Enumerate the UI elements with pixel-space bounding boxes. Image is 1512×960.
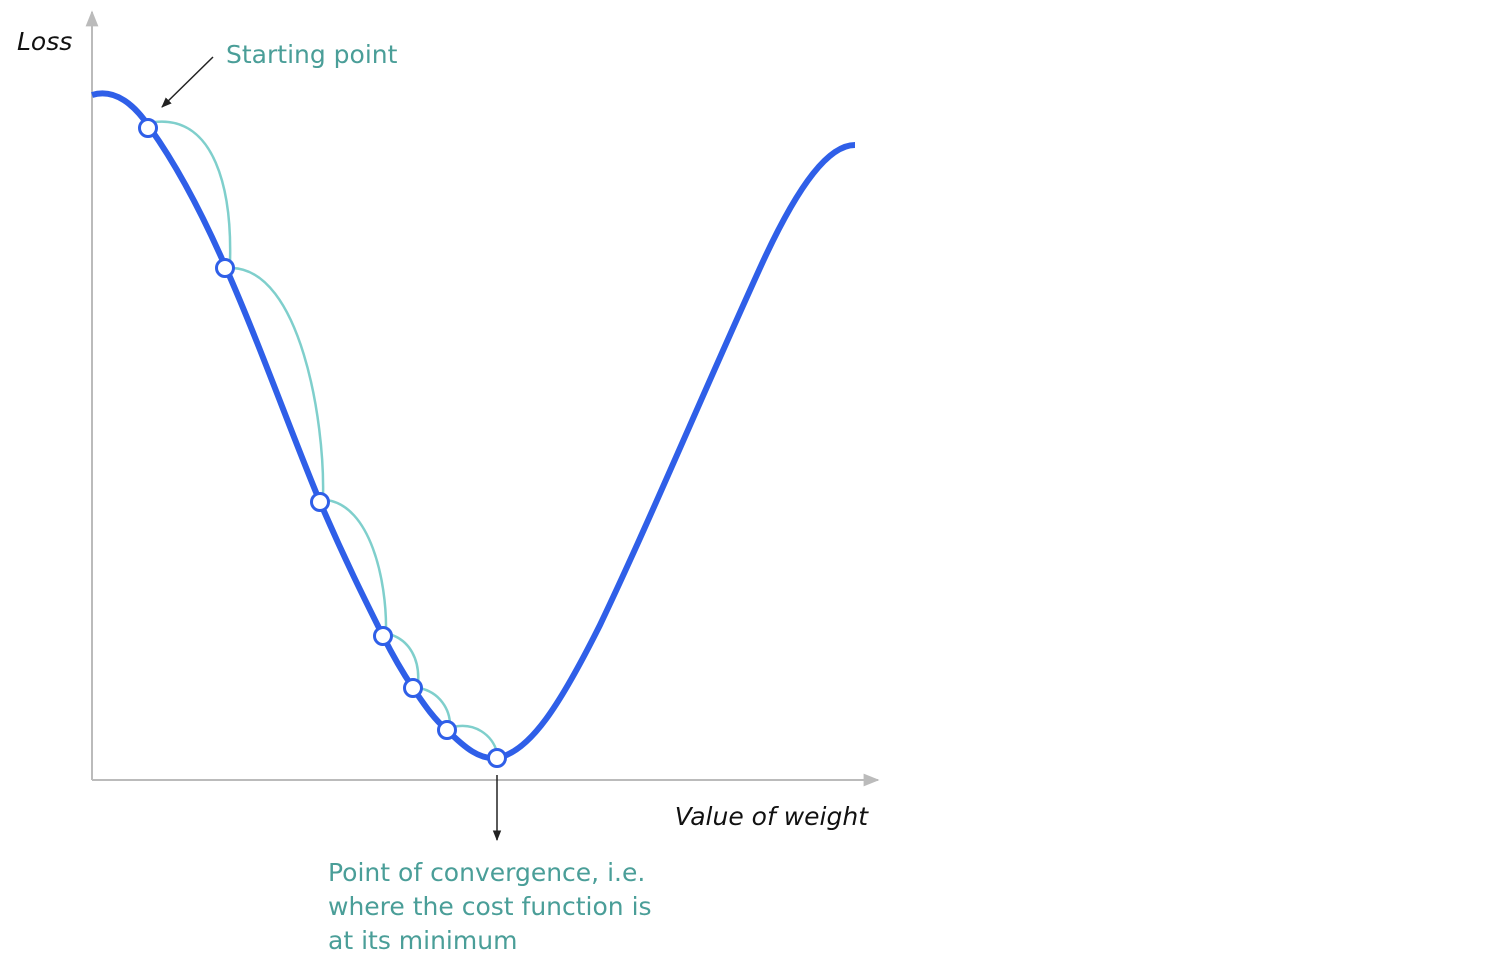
convergence-annotation: Point of convergence, i.e.: [328, 858, 645, 887]
step-arc: [452, 724, 499, 753]
step-point: [403, 678, 423, 698]
start-arrow: [161, 56, 214, 108]
step-arc: [325, 498, 388, 633]
start-annotation: Starting point: [226, 40, 398, 69]
step-arcs: [154, 120, 499, 753]
step-point: [215, 258, 235, 278]
step-arc: [154, 120, 232, 263]
step-point: [373, 626, 393, 646]
step-point: [310, 492, 330, 512]
loss-curve: [91, 90, 856, 762]
step-point: [437, 720, 457, 740]
step-point: [138, 118, 158, 138]
convergence-annotation: where the cost function is: [328, 892, 652, 921]
step-arc: [388, 632, 420, 685]
y-axis-label: Loss: [17, 27, 72, 56]
step-arc: [231, 266, 325, 498]
x-axis-label: Value of weight: [675, 802, 869, 831]
convergence-annotation: at its minimum: [328, 926, 517, 955]
step-points: [138, 118, 507, 768]
step-point: [487, 748, 507, 768]
